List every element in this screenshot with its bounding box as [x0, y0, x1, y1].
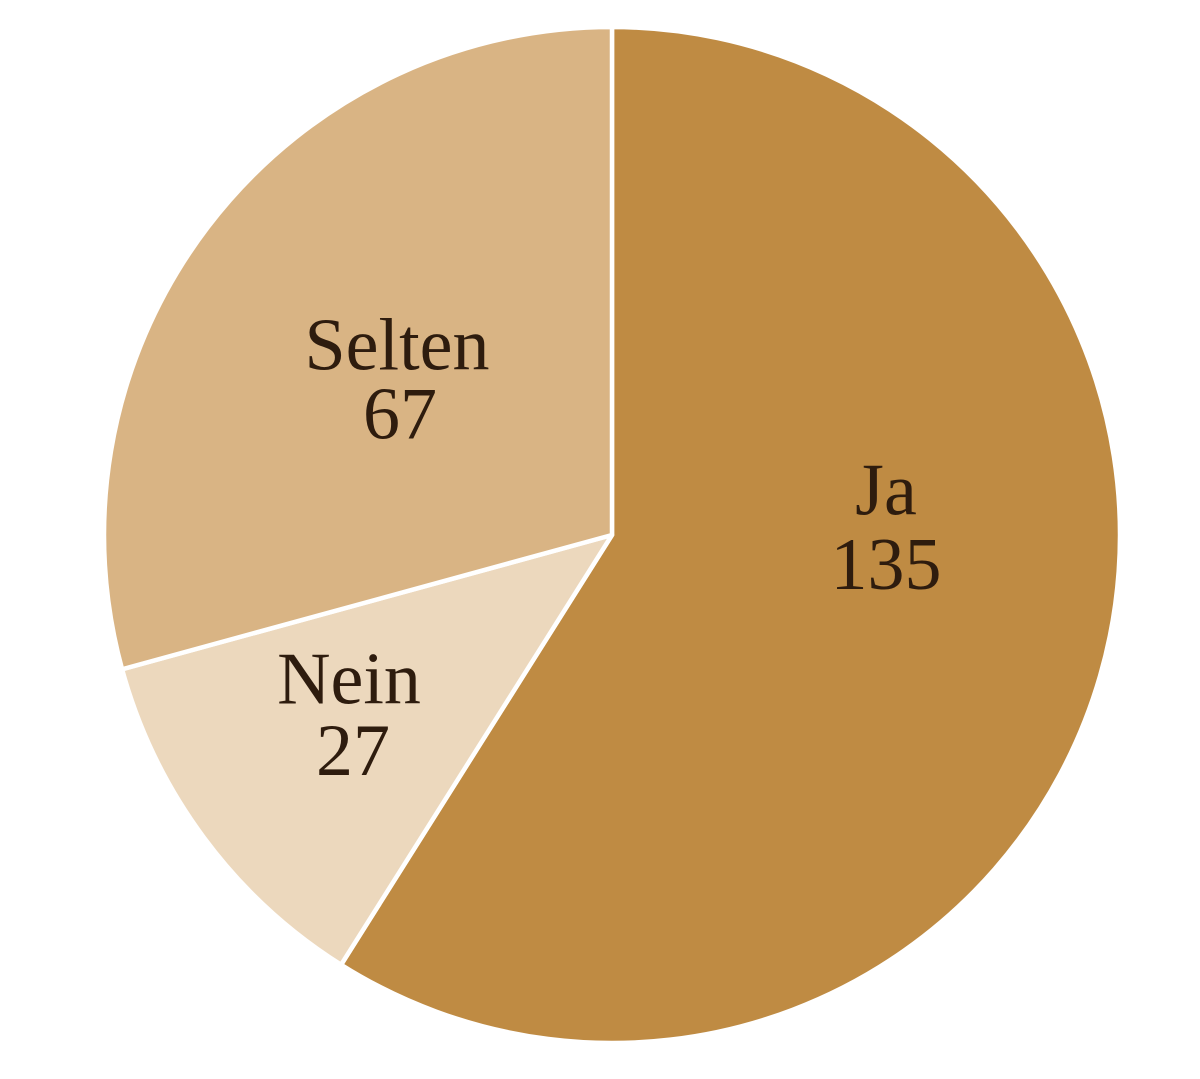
svg-text:27: 27: [316, 710, 390, 792]
svg-text:Nein: Nein: [277, 638, 421, 720]
svg-text:135: 135: [831, 524, 942, 606]
svg-text:Ja: Ja: [855, 450, 917, 532]
svg-text:67: 67: [363, 373, 437, 455]
